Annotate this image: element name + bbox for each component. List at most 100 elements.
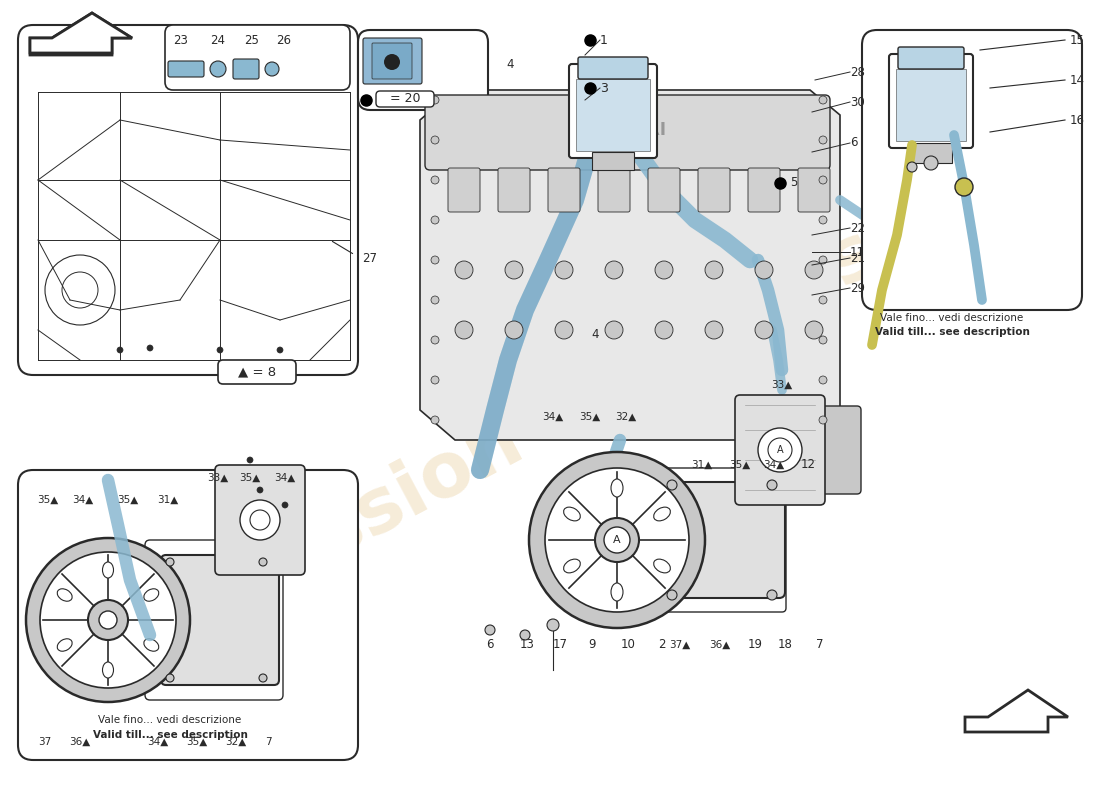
Circle shape [767,480,777,490]
Text: 6: 6 [486,638,494,651]
Circle shape [805,321,823,339]
Circle shape [147,345,153,351]
Text: 36▲: 36▲ [710,640,730,650]
Circle shape [820,256,827,264]
Bar [592,152,634,170]
Polygon shape [420,90,840,440]
Circle shape [758,428,802,472]
Text: 34▲: 34▲ [763,460,784,470]
FancyBboxPatch shape [569,64,657,158]
Circle shape [88,600,128,640]
Circle shape [924,156,938,170]
Text: 28: 28 [850,66,865,78]
Text: Valid till... see description: Valid till... see description [874,327,1030,337]
Text: 9: 9 [588,638,596,651]
Text: 5: 5 [790,177,798,190]
Circle shape [955,178,974,196]
FancyBboxPatch shape [214,465,305,575]
Circle shape [431,296,439,304]
Circle shape [667,590,676,600]
Text: 34▲: 34▲ [147,737,168,747]
FancyBboxPatch shape [363,38,422,84]
Ellipse shape [653,507,670,521]
Text: Vale fino... vedi descrizione: Vale fino... vedi descrizione [880,313,1024,323]
Bar [576,79,650,151]
Text: 32▲: 32▲ [615,412,637,422]
Circle shape [767,590,777,600]
Circle shape [544,468,689,612]
Circle shape [654,321,673,339]
FancyBboxPatch shape [448,168,480,212]
Circle shape [240,500,280,540]
FancyBboxPatch shape [648,168,680,212]
Ellipse shape [144,638,158,651]
Circle shape [654,261,673,279]
Circle shape [755,321,773,339]
Circle shape [431,96,439,104]
Polygon shape [30,13,132,53]
Ellipse shape [563,559,581,573]
Text: 31▲: 31▲ [692,460,713,470]
Text: A: A [613,535,620,545]
Text: 17: 17 [552,638,568,651]
Circle shape [908,162,917,172]
Ellipse shape [563,507,581,521]
Polygon shape [965,690,1068,732]
Circle shape [820,96,827,104]
FancyBboxPatch shape [168,61,204,77]
Circle shape [257,487,263,493]
Circle shape [431,416,439,424]
Circle shape [595,518,639,562]
Text: passion for parts: passion for parts [209,215,891,625]
Text: 15: 15 [1070,34,1085,46]
Text: 19: 19 [748,638,762,651]
Ellipse shape [57,638,73,651]
Circle shape [431,216,439,224]
Circle shape [384,54,400,70]
Text: 21: 21 [850,251,865,265]
FancyBboxPatch shape [598,168,630,212]
Ellipse shape [102,662,113,678]
Circle shape [258,558,267,566]
FancyBboxPatch shape [798,168,830,212]
Circle shape [217,347,223,353]
Circle shape [485,625,495,635]
Text: 35▲: 35▲ [240,473,261,483]
Circle shape [768,438,792,462]
Text: 1: 1 [600,34,608,46]
Text: 16: 16 [1070,114,1085,126]
Text: 22: 22 [850,222,865,234]
Circle shape [820,176,827,184]
Text: 23: 23 [174,34,188,46]
Circle shape [556,321,573,339]
Circle shape [277,347,283,353]
Circle shape [431,336,439,344]
FancyBboxPatch shape [548,168,580,212]
Circle shape [820,296,827,304]
Text: = 20: = 20 [389,93,420,106]
Circle shape [805,261,823,279]
Circle shape [820,336,827,344]
Circle shape [755,261,773,279]
Text: 34▲: 34▲ [274,473,296,483]
FancyBboxPatch shape [376,91,435,107]
Circle shape [604,527,630,553]
Text: 14: 14 [1070,74,1085,86]
Text: 12: 12 [801,458,815,471]
Text: 26: 26 [276,34,292,46]
Ellipse shape [610,479,623,497]
Text: 35▲: 35▲ [186,737,208,747]
Circle shape [455,321,473,339]
Circle shape [667,480,676,490]
FancyBboxPatch shape [18,25,358,375]
Circle shape [820,376,827,384]
Circle shape [431,256,439,264]
FancyBboxPatch shape [698,168,730,212]
Circle shape [605,321,623,339]
Text: 31▲: 31▲ [157,495,178,505]
Circle shape [166,674,174,682]
Bar [910,143,952,163]
Circle shape [705,261,723,279]
FancyBboxPatch shape [358,30,488,110]
Text: 35▲: 35▲ [118,495,139,505]
